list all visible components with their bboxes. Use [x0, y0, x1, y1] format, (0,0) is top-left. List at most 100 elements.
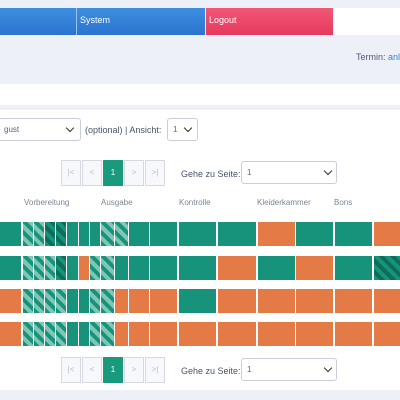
schedule-cell[interactable]: [115, 222, 128, 246]
schedule-cell[interactable]: [218, 289, 256, 313]
schedule-cell[interactable]: [150, 256, 177, 280]
header-vorbereitung: Vorbereitung: [24, 198, 70, 207]
nav-logout-label[interactable]: Logout: [209, 15, 237, 25]
schedule-cell[interactable]: [0, 256, 21, 280]
month-select[interactable]: gust: [0, 118, 81, 141]
schedule-cell[interactable]: [23, 289, 33, 313]
schedule-cell[interactable]: [90, 256, 100, 280]
schedule-cell[interactable]: [90, 222, 100, 246]
schedule-cell[interactable]: [179, 322, 216, 346]
schedule-cell[interactable]: [67, 222, 78, 246]
schedule-cell[interactable]: [179, 289, 216, 313]
schedule-cell[interactable]: [34, 289, 44, 313]
schedule-cell[interactable]: [34, 322, 44, 346]
schedule-cell[interactable]: [67, 256, 78, 280]
schedule-cell[interactable]: [45, 289, 55, 313]
chevron-down-icon: [183, 123, 193, 133]
schedule-cell[interactable]: [258, 256, 295, 280]
schedule-cell[interactable]: [179, 256, 216, 280]
schedule-cell[interactable]: [258, 322, 295, 346]
header-kontrolle: Kontrolle: [179, 198, 211, 207]
goto-page-select[interactable]: 1: [241, 358, 337, 381]
schedule-cell[interactable]: [45, 256, 55, 280]
nav-logout-button[interactable]: [206, 8, 333, 35]
schedule-cell[interactable]: [34, 222, 44, 246]
schedule-cell[interactable]: [218, 322, 256, 346]
schedule-cell[interactable]: [374, 222, 400, 246]
nav-system-link[interactable]: System: [80, 15, 111, 25]
page-current-button[interactable]: 1: [103, 357, 123, 383]
nav-empty-segment: [334, 8, 400, 35]
schedule-cell[interactable]: [67, 322, 78, 346]
nav-blue-segment[interactable]: [0, 8, 205, 35]
schedule-cell[interactable]: [335, 222, 372, 246]
schedule-cell[interactable]: [79, 222, 89, 246]
termin-link[interactable]: anl: [387, 52, 400, 62]
schedule-cell[interactable]: [129, 256, 149, 280]
schedule-cell[interactable]: [374, 256, 400, 280]
schedule-cell[interactable]: [0, 222, 21, 246]
schedule-cell[interactable]: [218, 222, 256, 246]
schedule-cell[interactable]: [335, 256, 372, 280]
page-next-button[interactable]: >: [124, 160, 144, 186]
schedule-cell[interactable]: [34, 256, 44, 280]
page-prev-button[interactable]: <: [82, 357, 102, 383]
schedule-cell[interactable]: [150, 289, 177, 313]
schedule-cell[interactable]: [0, 322, 21, 346]
schedule-cell[interactable]: [129, 222, 149, 246]
schedule-cell[interactable]: [56, 256, 66, 280]
schedule-cell[interactable]: [129, 289, 149, 313]
optional-view-label: (optional) | Ansicht:: [85, 125, 162, 135]
page-current-button[interactable]: 1: [103, 160, 123, 186]
schedule-cell[interactable]: [335, 322, 372, 346]
schedule-cell[interactable]: [101, 256, 114, 280]
view-select-value: 1: [173, 125, 178, 134]
schedule-cell[interactable]: [23, 256, 33, 280]
schedule-cell[interactable]: [115, 256, 128, 280]
page-first-button[interactable]: |<: [61, 357, 81, 383]
schedule-cell[interactable]: [258, 289, 295, 313]
schedule-cell[interactable]: [374, 289, 400, 313]
schedule-row: [0, 289, 400, 313]
schedule-cell[interactable]: [56, 322, 66, 346]
goto-page-label: Gehe zu Seite:: [181, 366, 241, 376]
schedule-cell[interactable]: [79, 289, 89, 313]
schedule-cell[interactable]: [296, 222, 333, 246]
schedule-cell[interactable]: [296, 289, 333, 313]
schedule-cell[interactable]: [56, 222, 66, 246]
goto-page-select[interactable]: 1: [241, 161, 337, 184]
schedule-cell[interactable]: [296, 256, 333, 280]
page-prev-button[interactable]: <: [82, 160, 102, 186]
schedule-cell[interactable]: [374, 322, 400, 346]
schedule-cell[interactable]: [101, 322, 114, 346]
schedule-cell[interactable]: [79, 322, 89, 346]
schedule-cell[interactable]: [129, 322, 149, 346]
page-next-button[interactable]: >: [124, 357, 144, 383]
schedule-cell[interactable]: [335, 289, 372, 313]
schedule-cell[interactable]: [150, 322, 177, 346]
page-last-button[interactable]: >|: [145, 357, 165, 383]
schedule-cell[interactable]: [90, 289, 100, 313]
schedule-cell[interactable]: [23, 222, 33, 246]
schedule-cell[interactable]: [90, 322, 100, 346]
page-first-button[interactable]: |<: [61, 160, 81, 186]
page-last-button[interactable]: >|: [145, 160, 165, 186]
schedule-cell[interactable]: [179, 222, 216, 246]
schedule-cell[interactable]: [115, 322, 128, 346]
schedule-cell[interactable]: [23, 322, 33, 346]
schedule-cell[interactable]: [101, 289, 114, 313]
schedule-cell[interactable]: [67, 289, 78, 313]
schedule-cell[interactable]: [218, 256, 256, 280]
view-select[interactable]: 1: [167, 118, 198, 141]
schedule-cell[interactable]: [258, 222, 295, 246]
schedule-cell[interactable]: [79, 256, 89, 280]
schedule-cell[interactable]: [0, 289, 21, 313]
schedule-cell[interactable]: [296, 322, 333, 346]
schedule-cell[interactable]: [150, 222, 177, 246]
schedule-cell[interactable]: [45, 322, 55, 346]
header-ausgabe: Ausgabe: [101, 198, 133, 207]
schedule-cell[interactable]: [115, 289, 128, 313]
schedule-cell[interactable]: [101, 222, 114, 246]
schedule-cell[interactable]: [45, 222, 55, 246]
schedule-cell[interactable]: [56, 289, 66, 313]
